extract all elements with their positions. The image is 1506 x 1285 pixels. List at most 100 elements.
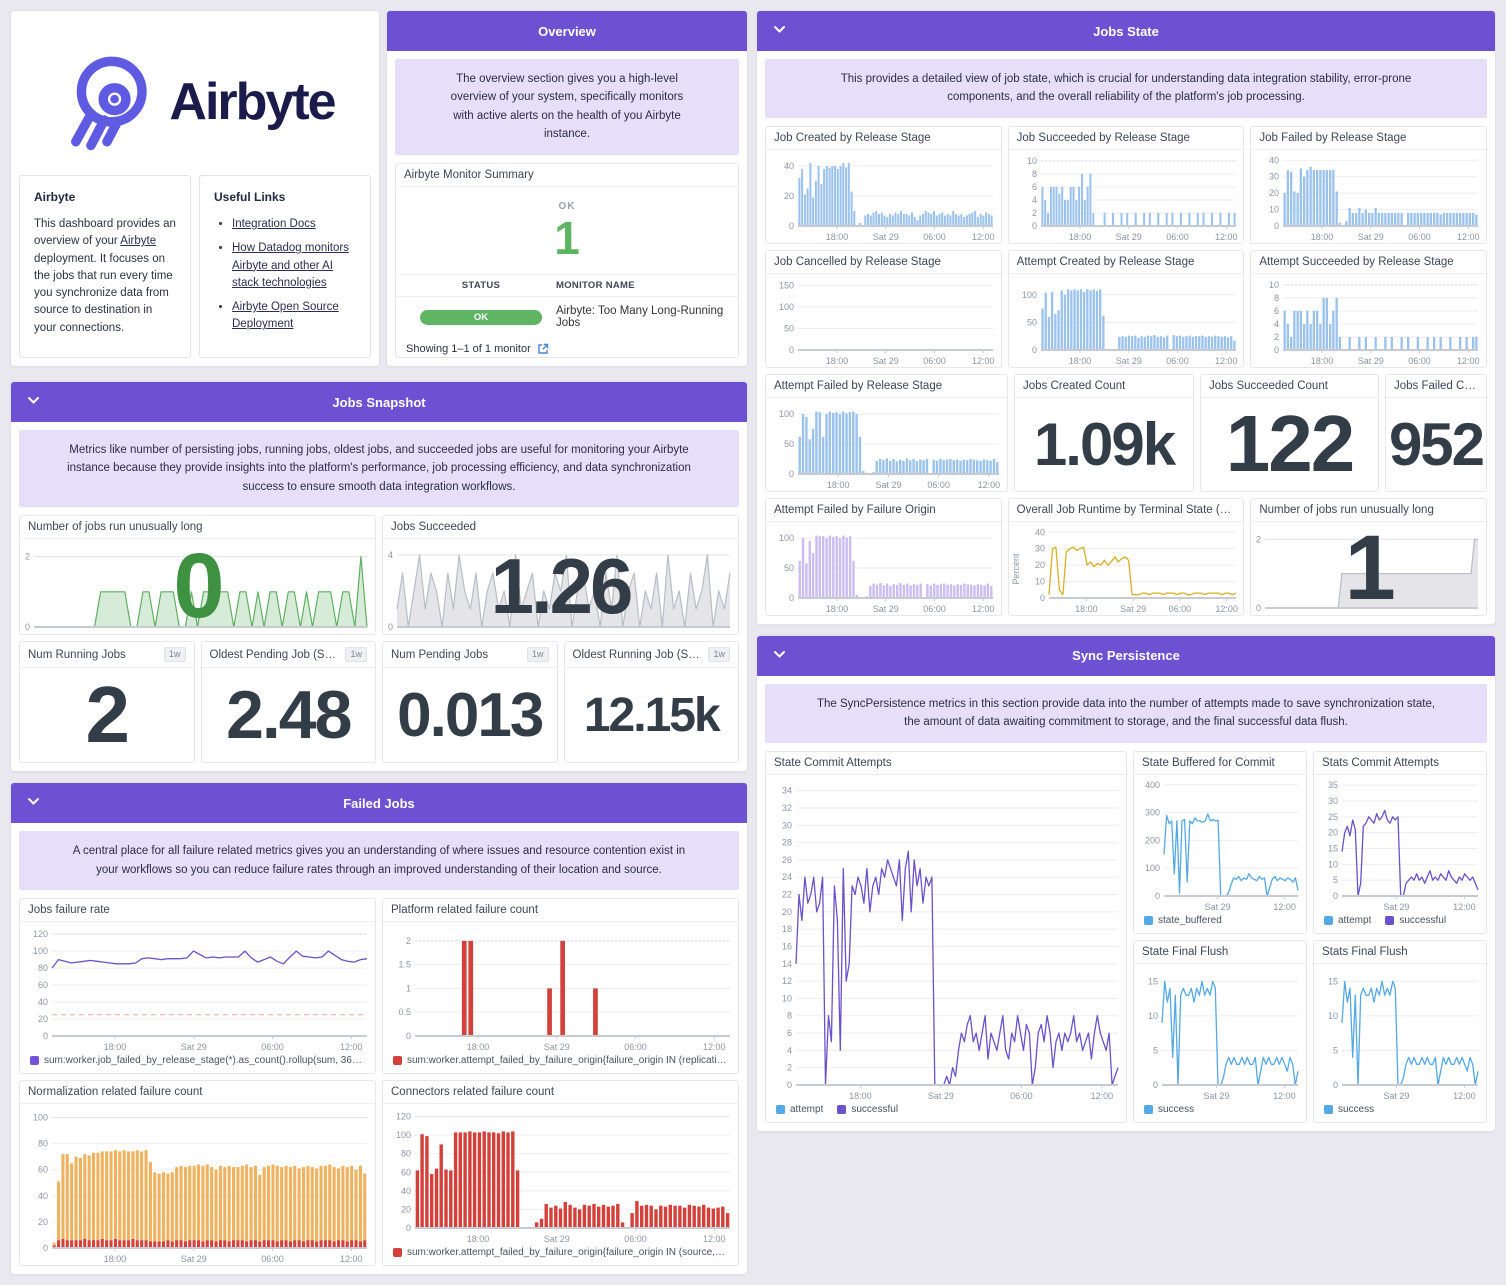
widget-job-created-by-release-stage[interactable]: Job Created by Release Stage 0 20 40 18:00 S…: [765, 125, 1002, 244]
legend-swatch-icon: [30, 1055, 39, 1065]
chart-state-buffered-for-commit[interactable]: 0 100 200 300 400 Sat 29 12:00 state_buffered: [1134, 775, 1306, 933]
chart-normalization-related-failure-count[interactable]: 0 20 40 60 80 100 18:00 Sat 29 06:00 12:00: [20, 1104, 375, 1265]
legend-label: sum:worker.job_failed_by_release_stage(*…: [44, 1054, 365, 1066]
link-integration-docs[interactable]: Integration Docs: [232, 218, 316, 230]
section-title: Overview: [538, 23, 596, 39]
showing-count-text: Showing 1–1 of 1 monitor: [406, 343, 531, 356]
chart-attempt-failed-by-release-stage[interactable]: 0 50 100 18:00 Sat 29 06:00 12:00: [766, 398, 1007, 491]
airbyte-logo-card: Airbyte Airbyte This dashboard provides …: [10, 10, 380, 367]
widget-attempt-created-by-release-stage[interactable]: Attempt Created by Release Stage 0 50 100 1…: [1007, 249, 1245, 368]
widget-stats-commit-attempts[interactable]: Stats Commit Attempts 0 5 10 15 20 25 30 35 Sat …: [1313, 750, 1487, 934]
widget-num-pending-jobs[interactable]: Num Pending Jobs 1w 0.013: [382, 641, 558, 764]
svg-text:06:00: 06:00: [923, 604, 946, 614]
table-row[interactable]: OK Airbyte: Too Many Long-Running Jobs: [396, 297, 738, 335]
svg-text:Sat 29: Sat 29: [181, 1254, 207, 1264]
widget-airbyte-monitor-summary[interactable]: Airbyte Monitor Summary OK 1 STATUS MONI…: [395, 162, 739, 358]
widget-oldest-running-job[interactable]: Oldest Running Job (Secs) 1w 12.15k: [563, 641, 739, 764]
chart-attempt-failed-by-failure-origin[interactable]: 0 50 100 18:00 Sat 29 06:00 12:00: [766, 522, 1001, 615]
chart-job-failed-by-release-stage[interactable]: 0 10 20 30 40 18:00 Sat 29 06:00 12:00: [1251, 150, 1486, 243]
chart-jobs-succeeded[interactable]: 0 4 1.26: [383, 539, 738, 634]
external-link-icon[interactable]: [537, 343, 549, 355]
widget-normalization-related-failure-count[interactable]: Normalization related failure count 0 20 4…: [19, 1079, 376, 1266]
chart-connectors-related-failure-count[interactable]: 0 20 40 60 80 100 120 18:00 Sat 29 06:00 12:00 sum:…: [383, 1104, 738, 1265]
legend-item[interactable]: state_buffered: [1144, 915, 1222, 926]
section-header-failed-jobs[interactable]: Failed Jobs: [11, 783, 747, 824]
widget-jobs-succeeded[interactable]: Jobs Succeeded 0 4 1.26: [382, 515, 739, 636]
widget-stats-final-flush[interactable]: Stats Final Flush 0 5 10 15 Sat 29 12:00 succe…: [1313, 939, 1487, 1123]
svg-text:25: 25: [1328, 811, 1338, 821]
widget-title: Attempt Created by Release Stage: [1016, 255, 1195, 268]
about-card-title: Airbyte: [34, 190, 76, 204]
widget-attempt-succeeded-by-release-stage[interactable]: Attempt Succeeded by Release Stage 0 2 4 6 8…: [1250, 249, 1487, 368]
legend-item[interactable]: success: [1144, 1104, 1194, 1115]
legend-item[interactable]: attempt: [1324, 915, 1371, 926]
chart-stats-final-flush[interactable]: 0 5 10 15 Sat 29 12:00 success: [1314, 964, 1486, 1122]
widget-platform-related-failure-count[interactable]: Platform related failure count 0 0.5 1 1.5 2…: [382, 897, 739, 1074]
widget-attempt-failed-by-failure-origin[interactable]: Attempt Failed by Failure Origin 0 50 100 1…: [765, 497, 1002, 616]
chevron-down-icon[interactable]: [773, 25, 786, 34]
section-header-sync-persistence[interactable]: Sync Persistence: [757, 635, 1495, 676]
plot-area: 0 10 20 30 40 18:00 Sat 29 06:00 12:00: [1251, 150, 1486, 243]
widget-jobs-created-count[interactable]: Jobs Created Count 1.09k: [1014, 373, 1194, 492]
monitor-name-link[interactable]: Airbyte: Too Many Long-Running Jobs: [556, 305, 724, 330]
legend-item[interactable]: sum:worker.job_failed_by_release_stage(*…: [30, 1055, 365, 1066]
query-value: 0.013: [397, 680, 544, 750]
svg-text:Sat 29: Sat 29: [1383, 902, 1409, 912]
legend-item[interactable]: successful: [837, 1104, 898, 1115]
widget-attempt-failed-by-release-stage[interactable]: Attempt Failed by Release Stage 0 50 100 18…: [765, 373, 1008, 492]
chevron-down-icon[interactable]: [773, 650, 786, 659]
widget-state-final-flush[interactable]: State Final Flush 0 5 10 15 Sat 29 12:00 succe…: [1133, 939, 1307, 1123]
link-open-source-deployment[interactable]: Airbyte Open Source Deployment: [232, 301, 339, 331]
svg-text:10: 10: [1148, 1010, 1158, 1020]
section-header-jobs-state[interactable]: Jobs State: [757, 11, 1495, 51]
widget-jobs-succeeded-count[interactable]: Jobs Succeeded Count 122: [1200, 373, 1379, 492]
chart-state-commit-attempts[interactable]: 0 2 4 6 8 10 12 14 16 18 20 22 24 26 28 30 32 34 18:00 Sat …: [766, 775, 1126, 1122]
widget-jobs-failed-count[interactable]: Jobs Failed Count 952: [1385, 373, 1487, 492]
widget-job-cancelled-by-release-stage[interactable]: Job Cancelled by Release Stage 0 50 100 150…: [765, 249, 1002, 368]
chart-job-created-by-release-stage[interactable]: 0 20 40 18:00 Sat 29 06:00 12:00: [766, 150, 1001, 243]
widget-oldest-pending-job[interactable]: Oldest Pending Job (Secs) 1w 2.48: [200, 641, 376, 764]
widget-state-buffered-for-commit[interactable]: State Buffered for Commit 0 100 200 300 400 S…: [1133, 750, 1307, 934]
chart-job-succeeded-by-release-stage[interactable]: 0 2 4 6 8 10 18:00 Sat 29 06:00 12:00: [1009, 150, 1244, 243]
legend-label: sum:worker.attempt_failed_by_failure_ori…: [407, 1054, 728, 1066]
chart-jobs-failure-rate[interactable]: 0 20 40 60 80 100 120 18:00 Sat 29 06:00 12:00 sum:…: [20, 922, 375, 1073]
chart-overall-job-runtime-by-terminal-state[interactable]: 0 10 20 30 40 18:00 Sat 29 06:00 12:00 Percent: [1009, 522, 1244, 615]
widget-state-commit-attempts[interactable]: State Commit Attempts 0 2 4 6 8 10 12 14 16 18 20 2…: [765, 750, 1127, 1123]
legend-item[interactable]: attempt: [776, 1104, 823, 1115]
airbyte-link[interactable]: Airbyte: [120, 235, 157, 248]
section-header-overview[interactable]: Overview: [387, 11, 747, 51]
widget-num-running-jobs[interactable]: Num Running Jobs 1w 2: [19, 641, 195, 764]
chart-stats-commit-attempts[interactable]: 0 5 10 15 20 25 30 35 Sat 29 12:00 attempt successf…: [1314, 775, 1486, 933]
link-how-datadog-monitors[interactable]: How Datadog monitors Airbyte and other A…: [232, 242, 349, 289]
widget-overall-job-runtime-by-terminal-state[interactable]: Overall Job Runtime by Terminal State (S…: [1007, 497, 1245, 616]
legend-item[interactable]: successful: [1385, 915, 1446, 926]
plot-area: 0 50 100 18:00 Sat 29 06:00 12:00: [766, 522, 1001, 615]
legend-item[interactable]: sum:worker.attempt_failed_by_failure_ori…: [393, 1247, 728, 1258]
chart-state-final-flush[interactable]: 0 5 10 15 Sat 29 12:00 success: [1134, 964, 1306, 1122]
widget-job-succeeded-by-release-stage[interactable]: Job Succeeded by Release Stage 0 2 4 6 8 10 18…: [1007, 125, 1245, 244]
chart-job-cancelled-by-release-stage[interactable]: 0 50 100 150 18:00 Sat 29 06:00 12:00: [766, 274, 1001, 367]
widget-jobs-failure-rate[interactable]: Jobs failure rate 0 20 40 60 80 100 120 18:00 Sa…: [19, 897, 376, 1074]
widget-job-failed-by-release-stage[interactable]: Job Failed by Release Stage 0 10 20 30 40 18:…: [1250, 125, 1487, 244]
legend-item[interactable]: success: [1324, 1104, 1374, 1115]
section-description: The overview section gives you a high-le…: [395, 59, 739, 155]
status-badge: OK: [420, 309, 542, 325]
svg-text:10: 10: [782, 993, 792, 1003]
chart-attempt-succeeded-by-release-stage[interactable]: 0 2 4 6 8 10 18:00 Sat 29 06:00 12:00: [1251, 274, 1486, 367]
legend-item[interactable]: sum:worker.attempt_failed_by_failure_ori…: [393, 1055, 728, 1066]
widget-connectors-related-failure-count[interactable]: Connectors related failure count 0 20 40 60…: [382, 1079, 739, 1266]
chevron-down-icon[interactable]: [27, 396, 40, 405]
section-header-jobs-snapshot[interactable]: Jobs Snapshot: [11, 382, 747, 422]
svg-text:Sat 29: Sat 29: [1120, 604, 1146, 614]
svg-text:0: 0: [406, 1223, 411, 1233]
chart-platform-related-failure-count[interactable]: 0 0.5 1 1.5 2 18:00 Sat 29 06:00 12:00 sum:worker…: [383, 922, 738, 1073]
chevron-down-icon[interactable]: [27, 797, 40, 806]
airbyte-octopus-icon: [71, 56, 148, 151]
svg-text:0: 0: [789, 593, 794, 603]
svg-text:06:00: 06:00: [261, 1042, 284, 1052]
chart-attempt-created-by-release-stage[interactable]: 0 50 100 18:00 Sat 29 06:00 12:00: [1009, 274, 1244, 367]
